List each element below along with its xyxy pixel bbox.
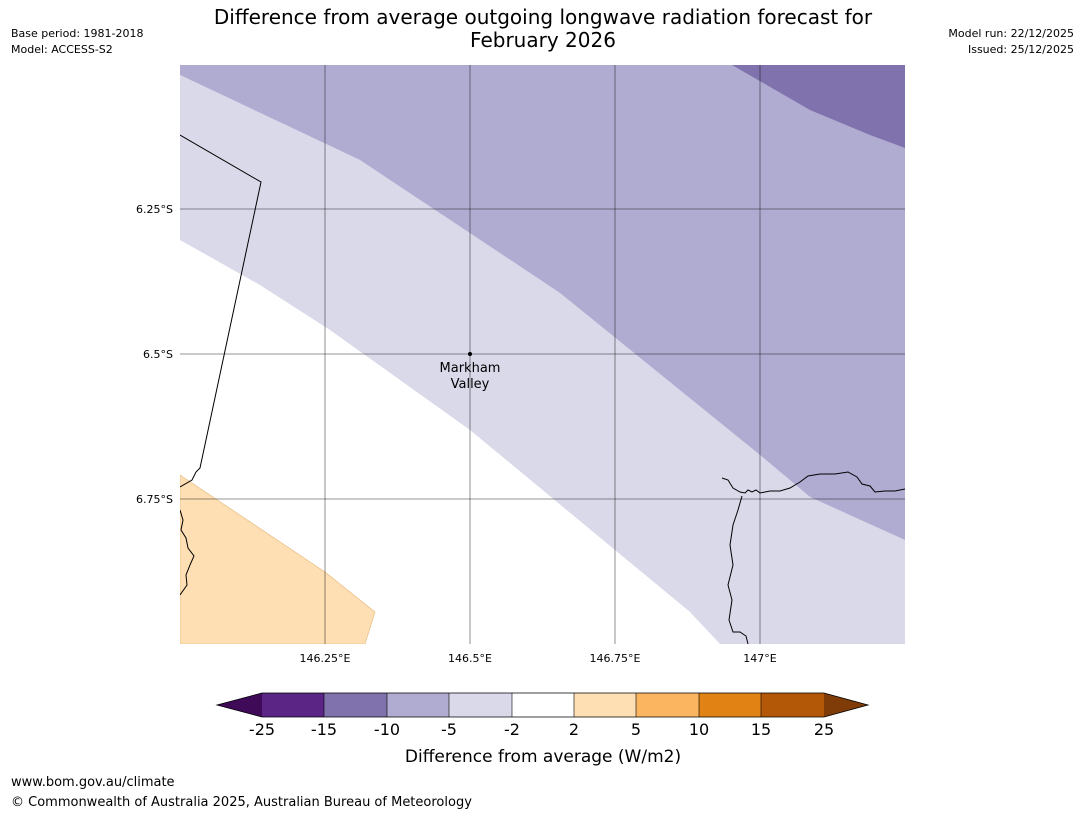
colorbar-extend-low (217, 693, 262, 717)
band-minus15-to-minus10 (732, 65, 905, 148)
colorbar-tick-25: 25 (814, 720, 834, 739)
model-text: Model: ACCESS-S2 (11, 43, 113, 56)
colorbar-segment-minus2-2 (512, 693, 574, 717)
lat-label-6-25: 6.25°S (136, 203, 173, 216)
colorbar-tick-2: 2 (569, 720, 579, 739)
colorbar-tick-5: 5 (631, 720, 641, 739)
lat-label-6-75: 6.75°S (136, 493, 173, 506)
coastline-east (721, 471, 905, 494)
colorbar: -25 -15 -10 -5 -2 2 5 10 15 25 Differenc… (215, 692, 870, 767)
footer-url: www.bom.gov.au/climate (11, 775, 175, 790)
metadata-left: Base period: 1981-2018 Model: ACCESS-S2 (11, 26, 143, 58)
colorbar-segment-15-25 (761, 693, 824, 717)
markham-valley-marker (468, 352, 472, 356)
longitude-labels: 146.25°E 146.5°E 146.75°E 147°E (300, 652, 777, 665)
colorbar-segment-minus5-minus2 (449, 693, 512, 717)
place-label-line-1: Markham (440, 361, 501, 376)
colorbar-tick-10: 10 (689, 720, 709, 739)
title-line-2: February 2026 (470, 28, 616, 52)
lon-label-146-5: 146.5°E (448, 652, 492, 665)
lon-label-146-25: 146.25°E (300, 652, 351, 665)
colorbar-segment-2-5 (574, 693, 636, 717)
chart-title: Difference from average outgoing longwav… (150, 6, 936, 52)
coastline-west (180, 509, 195, 596)
title-line-1: Difference from average outgoing longwav… (213, 5, 873, 29)
place-label-line-2: Valley (451, 377, 490, 392)
river-line (727, 495, 749, 644)
latitude-labels: 6.25°S 6.5°S 6.75°S (136, 203, 173, 506)
base-period-text: Base period: 1981-2018 (11, 27, 144, 40)
gridlines (180, 65, 905, 644)
colorbar-tick-15: 15 (751, 720, 771, 739)
band-minus10-to-minus5 (180, 65, 905, 540)
colorbar-tick-minus15: -15 (311, 720, 337, 739)
colorbar-tick-minus5: -5 (441, 720, 457, 739)
colorbar-tick-minus25: -25 (249, 720, 275, 739)
footer-copyright: © Commonwealth of Australia 2025, Austra… (11, 795, 472, 810)
colorbar-dividers (323, 693, 762, 717)
band-2-to-5 (180, 474, 376, 644)
colorbar-segment-minus15-minus10 (324, 693, 387, 717)
colorbar-extend-high (824, 693, 868, 717)
issued-text: Issued: 25/12/2025 (967, 43, 1074, 56)
colorbar-segment-5-10 (636, 693, 699, 717)
colorbar-outline (215, 692, 870, 718)
colorbar-tick-minus2: -2 (504, 720, 520, 739)
colorbar-title: Difference from average (W/m2) (405, 747, 681, 767)
map-area: Markham Valley (180, 65, 905, 644)
colorbar-tick-minus10: -10 (374, 720, 400, 739)
band-minus5-to-minus2 (180, 75, 905, 644)
colorbar-segment-10-15 (699, 693, 761, 717)
lat-label-6-5: 6.5°S (143, 348, 173, 361)
colorbar-segment-minus10-minus5 (387, 693, 449, 717)
colorbar-segment-minus25-minus15 (262, 693, 324, 717)
metadata-right: Model run: 22/12/2025 Issued: 25/12/2025 (948, 26, 1074, 58)
model-run-text: Model run: 22/12/2025 (948, 27, 1074, 40)
lon-label-146-75: 146.75°E (590, 652, 641, 665)
provincial-border (180, 134, 262, 488)
lon-label-147: 147°E (743, 652, 776, 665)
